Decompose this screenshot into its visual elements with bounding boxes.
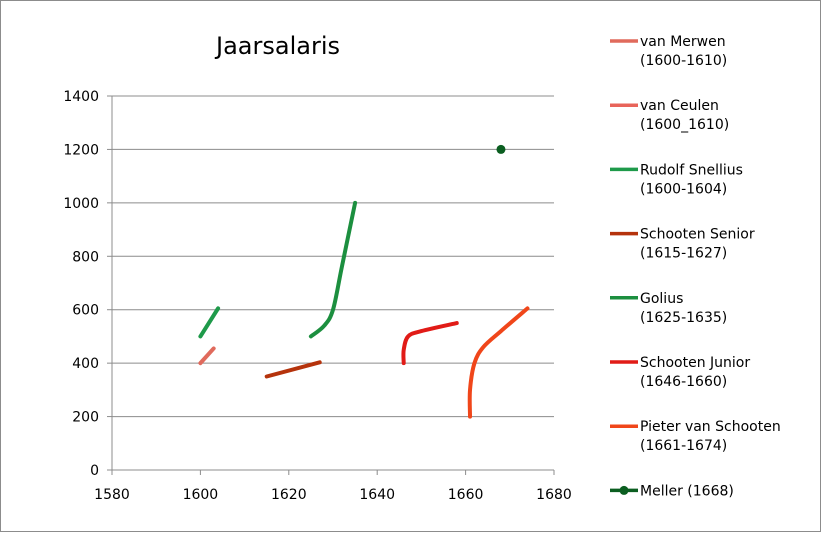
x-tick-label: 1660 — [448, 487, 484, 503]
legend-label: Pieter van Schooten — [640, 419, 781, 435]
x-tick-label: 1640 — [359, 487, 395, 503]
y-tick-label: 600 — [72, 303, 99, 319]
x-tick-label: 1600 — [183, 487, 219, 503]
legend: van Merwen (1600-1610) van Ceulen (1600_161… — [610, 34, 781, 499]
x-tick-label: 1680 — [536, 487, 572, 503]
legend-label: van Merwen — [640, 34, 726, 50]
series-line-van-merwen — [198, 346, 216, 366]
legend-label: Meller (1668) — [640, 483, 734, 499]
legend-label: (1625-1635) — [640, 310, 727, 326]
y-tick-label: 400 — [72, 356, 99, 372]
series-line-schooten-senior — [264, 360, 322, 379]
legend-label: van Ceulen — [640, 98, 719, 114]
plot-area — [198, 144, 530, 419]
axes: 0 200 400 600 800 1000 1200 1400 1580 1600 1620 164… — [63, 89, 571, 503]
legend-label: Rudolf Snellius — [640, 162, 743, 178]
legend-label: Golius — [640, 291, 683, 307]
gridlines — [112, 95, 554, 418]
legend-label: (1615-1627) — [640, 246, 727, 262]
y-tick-label: 0 — [90, 463, 99, 479]
legend-label: (1661-1674) — [640, 438, 727, 454]
legend-label: Schooten Senior — [640, 227, 755, 243]
y-tick-label: 200 — [72, 410, 99, 426]
y-tick-label: 1200 — [63, 142, 99, 158]
series-line-rudolf-snellius — [198, 306, 221, 339]
series-line-golius — [308, 200, 358, 339]
legend-label: Schooten Junior — [640, 355, 750, 371]
x-tick-label: 1620 — [271, 487, 307, 503]
legend-label: (1646-1660) — [640, 374, 727, 390]
series-line-schooten-junior — [401, 321, 459, 366]
legend-label: (1600-1610) — [640, 53, 727, 69]
chart-title: Jaarsalaris — [214, 32, 340, 60]
x-tick-label: 1580 — [94, 487, 130, 503]
series-line-pieter-van-schooten — [467, 306, 530, 419]
y-tick-label: 1400 — [63, 89, 99, 105]
legend-label: (1600_1610) — [640, 117, 729, 133]
y-tick-label: 800 — [72, 249, 99, 265]
legend-label: (1600-1604) — [640, 181, 727, 197]
series-point-meller-1668 — [496, 144, 506, 154]
y-tick-label: 1000 — [63, 196, 99, 212]
legend-marker — [619, 485, 629, 495]
